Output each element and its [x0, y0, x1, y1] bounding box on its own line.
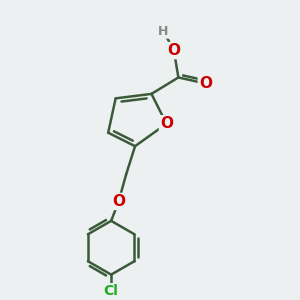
Text: H: H — [158, 25, 169, 38]
Text: Cl: Cl — [104, 284, 119, 298]
Text: O: O — [167, 43, 180, 58]
Text: O: O — [199, 76, 212, 91]
Text: O: O — [160, 116, 173, 131]
Text: O: O — [112, 194, 125, 209]
